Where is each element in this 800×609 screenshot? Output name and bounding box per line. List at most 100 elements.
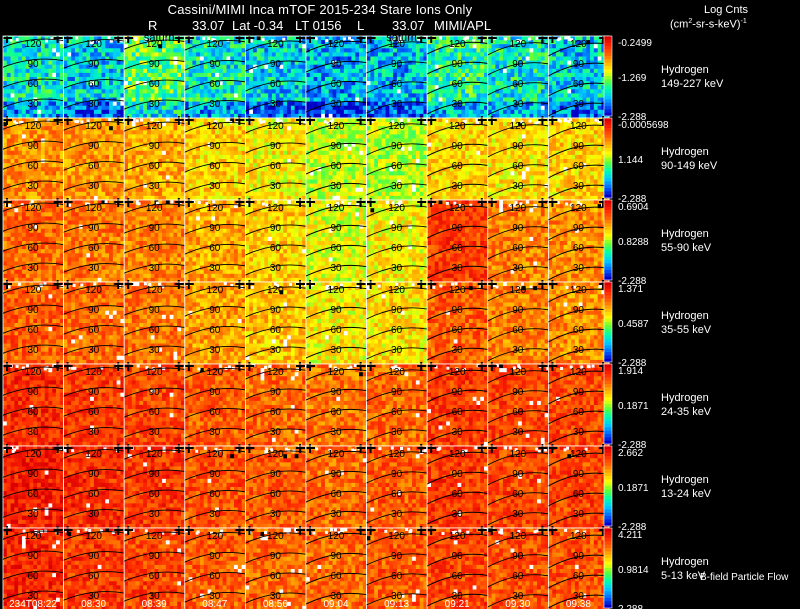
heatmap-cell <box>290 134 296 139</box>
heatmap-cell <box>521 36 527 41</box>
heatmap-cell <box>112 52 118 57</box>
heatmap-cell <box>165 93 171 98</box>
heatmap-cell <box>211 97 216 102</box>
heatmap-cell <box>74 40 80 45</box>
heatmap-cell <box>143 146 148 152</box>
heatmap-cell <box>199 109 205 115</box>
heatmap-cell <box>393 40 398 45</box>
heatmap-cell <box>374 36 379 41</box>
heatmap-cell <box>525 56 530 61</box>
heatmap-cell <box>74 77 80 82</box>
heatmap-cell <box>294 138 299 143</box>
heatmap-cell <box>275 109 280 115</box>
heatmap-cell <box>415 105 421 111</box>
heatmap-cell <box>510 52 515 57</box>
heatmap-cell <box>537 52 542 57</box>
heatmap-cell <box>571 36 576 41</box>
heatmap-cell <box>430 44 436 49</box>
heatmap-cell <box>222 167 227 172</box>
heatmap-cell <box>71 126 76 131</box>
heatmap-cell <box>120 183 125 189</box>
heatmap-cell <box>593 44 599 49</box>
heatmap-cell <box>510 105 515 111</box>
heatmap-cell <box>97 56 102 61</box>
heatmap-cell <box>578 109 583 115</box>
heatmap-cell <box>366 97 371 102</box>
heatmap-cell <box>593 93 599 98</box>
heatmap-cell <box>226 126 231 131</box>
heatmap-cell <box>37 138 42 143</box>
heatmap-cell <box>252 105 258 111</box>
heatmap-cell <box>230 101 235 107</box>
heatmap-cell <box>593 48 599 53</box>
heatmap-cell <box>442 72 447 78</box>
heatmap-cell <box>514 40 519 45</box>
heatmap-cell <box>355 113 360 119</box>
heatmap-cell <box>154 72 159 78</box>
heatmap-cell <box>313 113 318 119</box>
heatmap-cell <box>33 122 38 127</box>
heatmap-cell <box>419 93 424 98</box>
heatmap-cell <box>199 118 205 123</box>
heatmap-cell <box>177 85 182 90</box>
heatmap-cell <box>321 72 326 78</box>
heatmap-cell <box>465 101 470 107</box>
heatmap-cell <box>340 36 345 41</box>
heatmap-cell <box>63 171 68 176</box>
heatmap-cell <box>533 44 538 49</box>
heatmap-cell <box>249 142 254 148</box>
corner-cross <box>6 116 8 125</box>
heatmap-cell <box>468 52 474 57</box>
heatmap-cell <box>495 101 500 107</box>
heatmap-cell <box>537 44 542 49</box>
heatmap-cell <box>56 68 61 74</box>
heatmap-cell <box>82 179 87 184</box>
detector-gap-pixel <box>350 39 354 43</box>
heatmap-cell <box>537 105 542 111</box>
heatmap-cell <box>472 109 477 115</box>
heatmap-cell <box>502 64 508 70</box>
heatmap-cell <box>343 93 349 98</box>
heatmap-cell <box>537 81 542 86</box>
heatmap-cell <box>120 175 125 180</box>
heatmap-cell <box>506 93 511 98</box>
heatmap-cell <box>71 150 76 156</box>
heatmap-cell <box>533 64 538 70</box>
heatmap-cell <box>139 52 144 57</box>
heatmap-cell <box>393 109 398 115</box>
heatmap-cell <box>146 36 152 41</box>
heatmap-cell <box>222 105 227 111</box>
heatmap-cell <box>252 81 258 86</box>
heatmap-cell <box>63 142 68 148</box>
heatmap-cell <box>6 101 11 107</box>
heatmap-cell <box>555 105 561 111</box>
heatmap-cell <box>377 89 383 94</box>
heatmap-cell <box>540 48 546 53</box>
heatmap-cell <box>112 163 118 168</box>
heatmap-cell <box>218 56 224 61</box>
heatmap-cell <box>324 97 330 102</box>
heatmap-cell <box>105 40 110 45</box>
heatmap-cell <box>218 72 224 78</box>
heatmap-cell <box>245 113 250 119</box>
heatmap-cell <box>192 191 197 197</box>
heatmap-cell <box>412 44 417 49</box>
heatmap-cell <box>234 175 239 180</box>
heatmap-cell <box>93 183 99 189</box>
heatmap-cell <box>593 113 599 119</box>
heatmap-cell <box>427 93 432 98</box>
heatmap-cell <box>71 195 76 201</box>
heatmap-cell <box>14 150 19 156</box>
heatmap-cell <box>260 72 265 78</box>
heatmap-cell <box>234 113 239 119</box>
heatmap-cell <box>537 40 542 45</box>
field-line <box>427 101 488 115</box>
heatmap-cell <box>143 159 148 164</box>
heatmap-cell <box>518 85 523 90</box>
heatmap-cell <box>230 81 235 86</box>
heatmap-cell <box>234 93 239 98</box>
heatmap-cell <box>590 40 595 45</box>
heatmap-cell <box>559 52 564 57</box>
heatmap-cell <box>90 130 95 135</box>
heatmap-cell <box>351 52 356 57</box>
